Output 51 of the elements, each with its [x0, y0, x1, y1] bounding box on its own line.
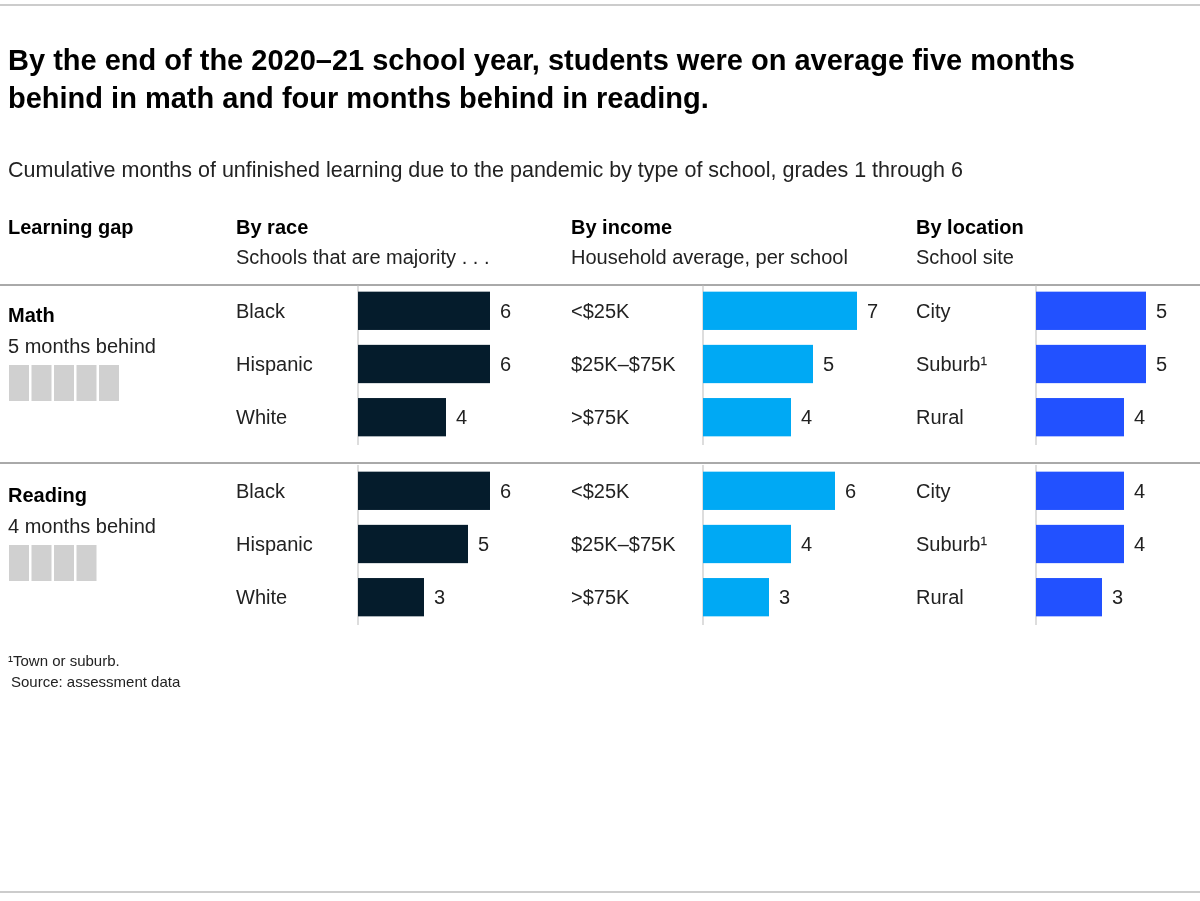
y-tick-label: <$25K: [571, 479, 631, 502]
y-tick-label: White: [236, 586, 288, 609]
text: ¹Town or suburb.: [8, 652, 120, 669]
y-tick-label: Rural: [916, 406, 964, 429]
y-tick-label: Hispanic: [236, 353, 313, 375]
data-label: 5: [1156, 299, 1168, 322]
y-tick-label: White: [236, 406, 288, 429]
data-label: 4: [1134, 479, 1146, 502]
data-label: 6: [500, 353, 512, 375]
data-label: 4: [801, 533, 813, 555]
data-label: 4: [1134, 533, 1146, 555]
y-tick-label: Rural: [916, 586, 964, 609]
text: Cumulative months of unfinished learning due to the pandemic by type of school, grades 1 through 6: [8, 158, 963, 182]
data-label: 6: [500, 299, 512, 322]
y-tick-label: Suburb¹: [916, 353, 988, 375]
data-label: 4: [1134, 406, 1146, 429]
data-label: 7: [867, 299, 879, 322]
data-label: 5: [1156, 353, 1168, 375]
data-label: 4: [456, 406, 468, 429]
y-tick-label: $25K–$75K: [571, 353, 677, 375]
data-label: 3: [434, 586, 446, 609]
source-note: Source: assessment data: [11, 673, 181, 690]
data-label: 5: [823, 353, 835, 375]
chart-title: By income: [571, 216, 673, 238]
y-tick-label: City: [916, 479, 951, 502]
chart-subtitle: School site: [916, 246, 1014, 268]
y-tick-label: Black: [236, 479, 286, 502]
category-label: Reading: [8, 484, 87, 506]
chart-title: By location: [916, 216, 1024, 238]
y-tick-label: Black: [236, 299, 286, 322]
data-label: 5: [478, 533, 490, 555]
y-tick-label: >$75K: [571, 406, 631, 429]
y-tick-label: >$75K: [571, 586, 631, 609]
data-label: 4: [801, 406, 813, 429]
data-label: 3: [1112, 586, 1124, 609]
chart-subtitle: Schools that are majority . . .: [236, 246, 490, 268]
y-tick-label: Suburb¹: [916, 533, 988, 555]
y-tick-label: City: [916, 299, 951, 322]
data-label: 6: [500, 479, 512, 502]
y-tick-label: $25K–$75K: [571, 533, 677, 555]
chart-subtitle: Household average, per school: [571, 246, 848, 268]
y-tick-label: <$25K: [571, 299, 631, 322]
data-label: 5 months behind: [8, 335, 156, 357]
data-label: 4 months behind: [8, 515, 156, 537]
data-label: 3: [779, 586, 791, 609]
text: Learning gap: [8, 216, 134, 238]
data-label: 6: [845, 479, 857, 502]
y-tick-label: Hispanic: [236, 533, 313, 555]
text: By the end of the 2020–21 school year, students were on average five months behind in math and four months behind in reading.: [8, 44, 1075, 114]
chart-title: By race: [236, 216, 309, 238]
category-label: Math: [8, 304, 55, 326]
